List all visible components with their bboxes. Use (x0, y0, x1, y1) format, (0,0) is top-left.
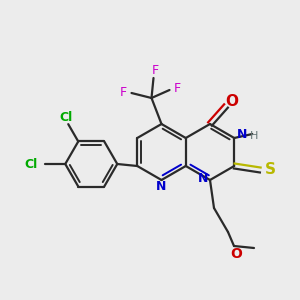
Text: F: F (120, 85, 127, 98)
Text: S: S (265, 161, 276, 176)
Text: N: N (198, 172, 208, 184)
Text: Cl: Cl (60, 111, 73, 124)
Text: O: O (226, 94, 238, 109)
Text: O: O (230, 247, 242, 261)
Text: N: N (156, 181, 167, 194)
Text: N: N (237, 128, 247, 140)
Text: Cl: Cl (25, 158, 38, 170)
Text: H: H (250, 131, 258, 141)
Text: F: F (174, 82, 181, 95)
Text: F: F (152, 64, 159, 77)
